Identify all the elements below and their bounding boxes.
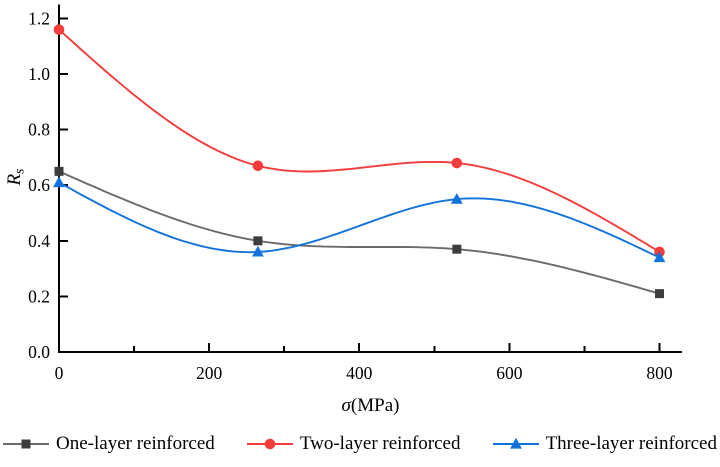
y-tick-label: 0.0 xyxy=(28,342,50,362)
chart-legend: One-layer reinforced Two-layer reinforce… xyxy=(0,424,720,455)
series-line-one-layer xyxy=(58,170,660,295)
y-axis-title: Rs xyxy=(4,169,27,187)
square-marker xyxy=(654,289,664,299)
y-tick-label: 0.2 xyxy=(28,286,50,306)
circle-marker xyxy=(252,160,264,172)
square-marker xyxy=(54,166,64,176)
series-markers-two-layer xyxy=(53,24,665,258)
legend-label-two-layer: Two-layer reinforced xyxy=(299,433,461,454)
triangle-marker xyxy=(653,251,666,263)
x-tick-label: 400 xyxy=(346,363,373,383)
series-line-two-layer xyxy=(58,28,660,253)
legend-item-two-layer: Two-layer reinforced xyxy=(246,433,461,455)
series-line-three-layer xyxy=(58,181,660,259)
triangle-marker-line-icon xyxy=(492,437,539,449)
square-marker xyxy=(253,236,263,246)
chart-canvas: 0 200 400 600 800 0.0 0.2 0.4 0.6 0.8 1.0 1.2 σ(MPa)… xyxy=(4,4,682,416)
circle-marker xyxy=(451,157,463,169)
circle-marker xyxy=(53,24,65,35)
legend-item-one-layer: One-layer reinforced xyxy=(3,433,215,455)
square-marker xyxy=(452,244,462,254)
axes xyxy=(58,4,682,353)
series-markers-one-layer xyxy=(54,166,664,299)
legend-label-one-layer: One-layer reinforced xyxy=(56,433,215,454)
legend-label-three-layer: Three-layer reinforced xyxy=(545,433,717,454)
legend-item-three-layer: Three-layer reinforced xyxy=(492,433,717,455)
triangle-marker xyxy=(252,245,264,257)
square-marker-line-icon xyxy=(3,439,49,449)
y-tick-label: 1.0 xyxy=(28,64,50,84)
y-tick-label: 0.4 xyxy=(28,231,50,251)
triangle-marker xyxy=(450,192,463,204)
x-tick-label: 600 xyxy=(496,363,523,383)
circle-marker-line-icon xyxy=(246,438,293,450)
x-tick-label: 0 xyxy=(55,363,64,383)
y-tick-label: 0.6 xyxy=(28,175,50,195)
y-tick-label: 0.8 xyxy=(28,120,50,140)
y-tick-label: 1.2 xyxy=(28,8,50,28)
x-tick-label: 800 xyxy=(646,363,673,383)
series-markers-three-layer xyxy=(53,176,666,263)
triangle-marker xyxy=(53,176,65,188)
x-axis-title: σ(MPa) xyxy=(342,395,400,416)
x-tick-label: 200 xyxy=(196,363,223,383)
